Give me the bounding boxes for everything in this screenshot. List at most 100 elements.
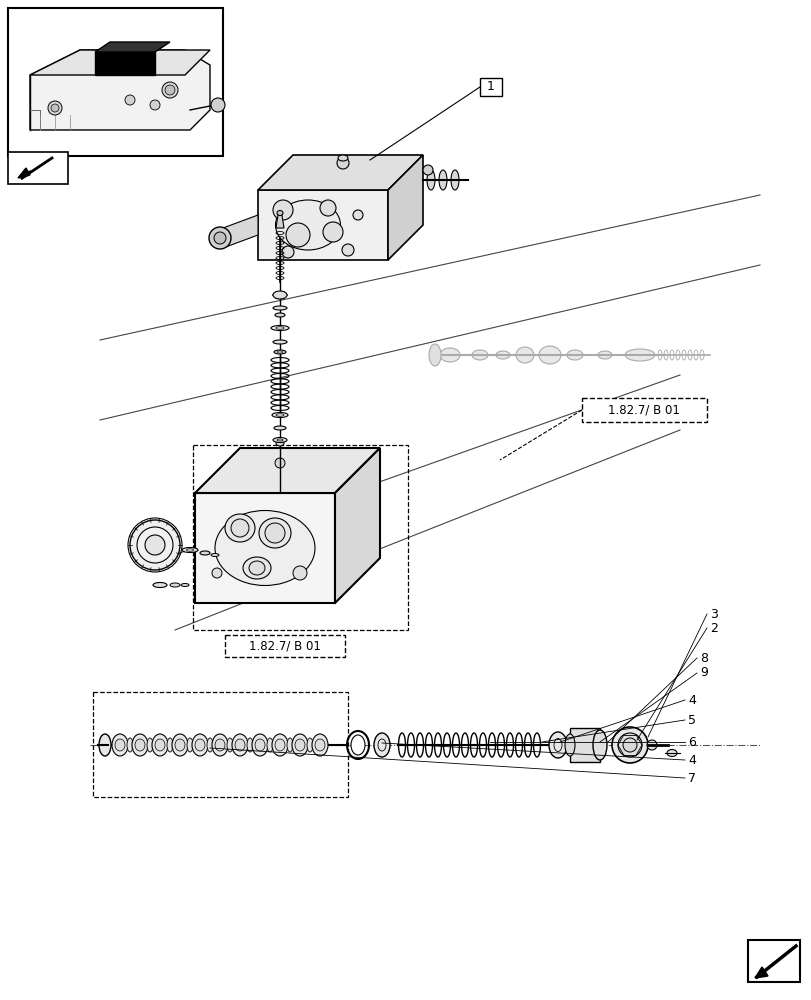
Text: 5: 5 [687, 714, 695, 726]
Ellipse shape [181, 584, 189, 586]
Circle shape [611, 727, 647, 763]
Ellipse shape [234, 739, 245, 751]
Ellipse shape [275, 739, 285, 751]
Ellipse shape [337, 155, 348, 161]
Ellipse shape [172, 734, 188, 756]
Circle shape [622, 738, 636, 752]
Circle shape [617, 733, 642, 757]
Polygon shape [30, 50, 210, 130]
Ellipse shape [286, 738, 293, 752]
Ellipse shape [292, 734, 307, 756]
Ellipse shape [515, 347, 534, 363]
Circle shape [341, 244, 354, 256]
Ellipse shape [350, 735, 365, 755]
Circle shape [51, 104, 59, 112]
Text: 4: 4 [687, 694, 695, 706]
Polygon shape [258, 155, 423, 190]
Ellipse shape [267, 738, 272, 752]
Polygon shape [195, 493, 335, 603]
Ellipse shape [450, 170, 458, 190]
Circle shape [137, 527, 173, 563]
Circle shape [211, 98, 225, 112]
Ellipse shape [276, 440, 284, 446]
Text: 6: 6 [687, 736, 695, 748]
Text: 4: 4 [687, 754, 695, 766]
Bar [93, 692, 348, 797]
Polygon shape [258, 190, 388, 260]
Ellipse shape [272, 734, 288, 756]
Circle shape [165, 85, 175, 95]
Circle shape [162, 82, 178, 98]
Ellipse shape [275, 313, 285, 317]
Ellipse shape [115, 739, 125, 751]
Ellipse shape [211, 554, 219, 556]
Polygon shape [95, 42, 169, 52]
Ellipse shape [315, 739, 324, 751]
Ellipse shape [666, 750, 676, 756]
Ellipse shape [471, 350, 487, 360]
Ellipse shape [272, 438, 286, 442]
Circle shape [130, 520, 180, 570]
Ellipse shape [277, 211, 283, 216]
Ellipse shape [169, 583, 180, 587]
Ellipse shape [427, 170, 435, 190]
Ellipse shape [212, 734, 228, 756]
Circle shape [353, 210, 363, 220]
Ellipse shape [646, 740, 656, 750]
Polygon shape [95, 52, 155, 75]
Text: 1: 1 [487, 81, 495, 94]
Ellipse shape [232, 734, 247, 756]
Text: 9: 9 [699, 666, 707, 680]
Text: 1.82.7/ B 01: 1.82.7/ B 01 [249, 640, 320, 652]
Polygon shape [195, 448, 380, 493]
Circle shape [275, 458, 285, 468]
Ellipse shape [272, 306, 286, 310]
Circle shape [423, 165, 432, 175]
Ellipse shape [242, 557, 271, 579]
Ellipse shape [247, 738, 253, 752]
Ellipse shape [264, 523, 285, 543]
Ellipse shape [272, 340, 286, 344]
Ellipse shape [230, 519, 249, 537]
Ellipse shape [207, 738, 212, 752]
Ellipse shape [273, 426, 285, 430]
Bar [747, 940, 799, 982]
Circle shape [212, 568, 221, 578]
Ellipse shape [112, 734, 128, 756]
Ellipse shape [99, 734, 111, 756]
Circle shape [281, 246, 294, 258]
Ellipse shape [152, 582, 167, 587]
Ellipse shape [428, 344, 440, 366]
Ellipse shape [167, 738, 173, 752]
Ellipse shape [215, 510, 315, 585]
Bar [193, 445, 407, 630]
Polygon shape [754, 967, 767, 978]
Ellipse shape [548, 732, 566, 758]
Circle shape [337, 157, 349, 169]
Circle shape [285, 223, 310, 247]
Ellipse shape [624, 349, 654, 361]
Ellipse shape [496, 351, 509, 359]
Bar [8, 152, 68, 184]
Ellipse shape [127, 738, 133, 752]
Polygon shape [335, 448, 380, 603]
Ellipse shape [597, 351, 611, 359]
Bar [479, 78, 501, 96]
Ellipse shape [272, 412, 288, 418]
Ellipse shape [294, 739, 305, 751]
Ellipse shape [147, 738, 152, 752]
Ellipse shape [215, 739, 225, 751]
Ellipse shape [539, 346, 560, 364]
Ellipse shape [175, 739, 185, 751]
Circle shape [293, 566, 307, 580]
Ellipse shape [249, 561, 264, 575]
Ellipse shape [155, 739, 165, 751]
Ellipse shape [440, 348, 460, 362]
Ellipse shape [132, 734, 148, 756]
Text: 3: 3 [709, 607, 717, 620]
Circle shape [320, 200, 336, 216]
Ellipse shape [182, 548, 198, 552]
Circle shape [272, 200, 293, 220]
Circle shape [145, 535, 165, 555]
Ellipse shape [439, 170, 446, 190]
